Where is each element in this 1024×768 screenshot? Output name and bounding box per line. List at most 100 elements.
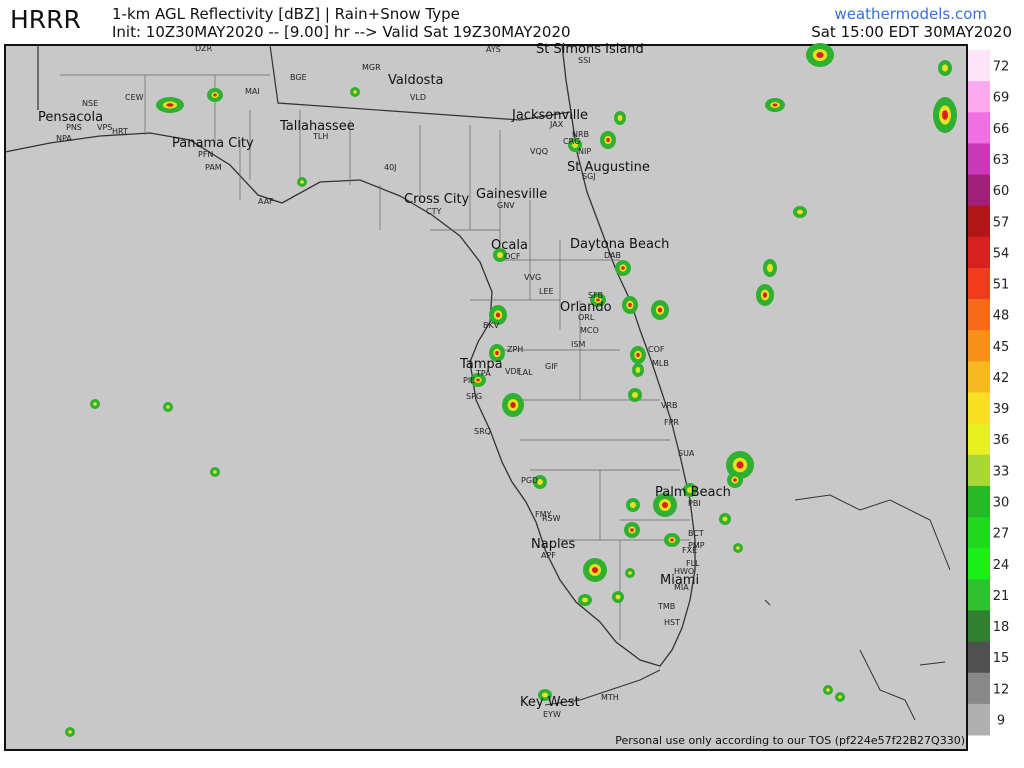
station-label: 40J (384, 163, 397, 172)
product-title: 1-km AGL Reflectivity [dBZ] | Rain+Snow … (112, 5, 460, 23)
station-label: PNS (66, 123, 82, 132)
colorbar-tick-label: 69 (993, 91, 1010, 106)
station-label: FLL (686, 559, 700, 568)
echo-mid (632, 392, 638, 398)
station-label: PFN (198, 150, 213, 159)
colorbar-tick-label: 72 (993, 60, 1010, 75)
colorbar-swatch (968, 81, 990, 113)
colorbar-swatch (968, 392, 990, 425)
echo-core (166, 103, 174, 107)
echo-core (662, 502, 668, 508)
station-label: JAX (549, 120, 564, 129)
colorbar-swatch (968, 174, 990, 207)
station-label: VVG (524, 273, 541, 282)
colorbar-swatch (968, 236, 990, 269)
colorbar-tick-label: 42 (993, 371, 1010, 386)
station-label: CRG (563, 137, 580, 146)
echo-mid (542, 692, 548, 698)
echo-mid (617, 115, 623, 121)
echo-mid (582, 597, 588, 603)
station-label: LAL (518, 368, 533, 377)
echo-mid (497, 252, 503, 258)
station-label: EYW (543, 710, 561, 719)
colorbar-swatch (968, 112, 990, 144)
echo-core (772, 103, 778, 107)
station-label: APF (541, 551, 556, 560)
city-label: St Augustine (567, 160, 650, 175)
station-label: NIP (578, 147, 591, 156)
station-label: TMB (657, 602, 675, 611)
echo-core (816, 52, 824, 58)
colorbar: 72 69 66 63 60 57 54 51 48 45 42 39 36 33 30 27 24 21 18 15… (968, 50, 1009, 736)
place-labels: St Simons Island Valdosta Pensacola Panama … (38, 42, 731, 719)
colorbar-tick-label: 30 (993, 495, 1010, 510)
station-label: PAM (205, 163, 222, 172)
colorbar-tick-label: 12 (993, 682, 1010, 697)
echo-mid (838, 695, 842, 699)
station-label: HRT (112, 127, 128, 136)
station-label: PGD (521, 476, 538, 485)
colorbar-swatch (968, 50, 990, 82)
echo-mid (213, 470, 217, 474)
station-label: SGJ (582, 172, 596, 181)
colorbar-swatch (968, 579, 990, 611)
station-label: AYS (486, 45, 501, 54)
colorbar-tick-label: 33 (993, 464, 1010, 479)
station-label: VRB (661, 401, 678, 410)
station-label: BCT (688, 529, 704, 538)
colorbar-tick-label: 45 (993, 340, 1010, 355)
state-borders (37, 44, 571, 121)
city-label: Orlando (560, 300, 612, 315)
bahamas (764, 494, 951, 721)
echo-mid (826, 688, 830, 692)
city-label: Naples (531, 537, 576, 552)
city-label: Pensacola (38, 110, 103, 125)
station-label: PMP (688, 541, 705, 550)
echo-mid (942, 64, 948, 72)
colorbar-swatch (968, 330, 990, 362)
colorbar-tick-label: 51 (993, 278, 1010, 293)
echo-core (495, 350, 499, 356)
echo-core (733, 478, 737, 482)
station-label: LEE (539, 287, 554, 296)
station-label: MCO (580, 326, 599, 335)
echo-core (596, 298, 600, 302)
station-label: TPA (475, 369, 491, 378)
city-label: Palm Beach (655, 485, 731, 500)
colorbar-tick-label: 15 (993, 651, 1010, 666)
echo-core (736, 461, 744, 469)
echo-core (213, 93, 217, 97)
colorbar-swatch (968, 485, 990, 518)
station-label: MTH (601, 693, 619, 702)
echo-core (670, 538, 674, 542)
station-label: VLD (410, 93, 426, 102)
site-link[interactable]: weathermodels.com (834, 5, 987, 23)
map: St Simons Island Valdosta Pensacola Panama … (4, 42, 968, 751)
keys (544, 669, 661, 706)
city-label: Key West (520, 695, 580, 710)
echo-core (942, 110, 948, 120)
station-label: FXE (682, 546, 697, 555)
colorbar-swatch (968, 517, 990, 549)
colorbar-tick-label: 63 (993, 153, 1010, 168)
station-label: PIE (463, 376, 475, 385)
station-label: PBI (688, 499, 701, 508)
city-label: Daytona Beach (570, 237, 669, 252)
city-label: Tampa (459, 357, 503, 372)
station-label: SSI (578, 56, 591, 65)
echo-mid (572, 142, 578, 148)
echo-mid (537, 479, 543, 485)
colorbar-swatch (968, 299, 990, 331)
station-label: CTY (426, 207, 441, 216)
model-name: HRRR (10, 5, 81, 34)
city-label: Cross City (404, 192, 470, 207)
colorbar-tick-label: 27 (993, 527, 1010, 542)
echo-mid (353, 90, 357, 94)
footer-note: Personal use only according to our TOS (… (615, 734, 965, 747)
colorbar-tick-label: 60 (993, 184, 1010, 199)
station-label: CEW (125, 93, 144, 102)
echo-mid (797, 209, 803, 215)
colorbar-tick-label: 39 (993, 402, 1010, 417)
echo-core (762, 292, 768, 298)
echo-mid (93, 402, 97, 406)
